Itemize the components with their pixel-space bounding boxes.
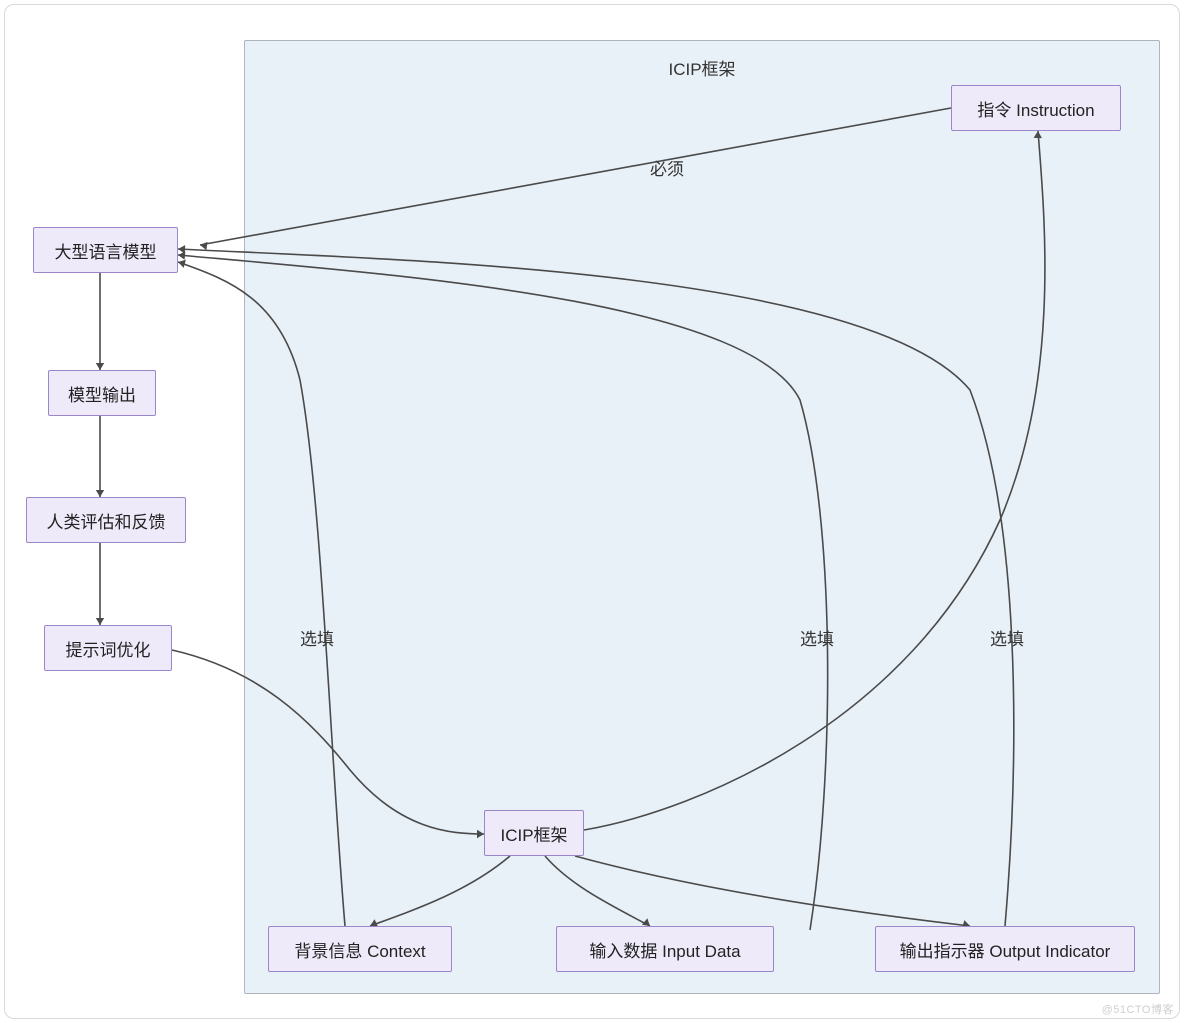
- edge-label-e_input_llm: 选填: [800, 625, 834, 650]
- node-icip: ICIP框架: [484, 810, 584, 856]
- node-context: 背景信息 Context: [268, 926, 452, 972]
- node-output: 模型输出: [48, 370, 156, 416]
- node-feedback: 人类评估和反馈: [26, 497, 186, 543]
- edge-label-e_context_llm: 选填: [300, 625, 334, 650]
- node-llm: 大型语言模型: [33, 227, 178, 273]
- node-instruction: 指令 Instruction: [951, 85, 1121, 131]
- diagram-canvas: ICIP框架 指令 Instruction 大型语言模型 模型输出 人类评估和反…: [0, 0, 1184, 1023]
- subgraph-icip: ICIP框架: [244, 40, 1160, 994]
- node-input-data: 输入数据 Input Data: [556, 926, 774, 972]
- subgraph-title: ICIP框架: [245, 55, 1159, 80]
- node-output-indicator: 输出指示器 Output Indicator: [875, 926, 1135, 972]
- watermark: @51CTO博客: [1102, 1001, 1174, 1017]
- node-optimize: 提示词优化: [44, 625, 172, 671]
- edge-label-e_output_ind_llm: 选填: [990, 625, 1024, 650]
- edge-label-e_instruction_llm: 必须: [650, 155, 684, 180]
